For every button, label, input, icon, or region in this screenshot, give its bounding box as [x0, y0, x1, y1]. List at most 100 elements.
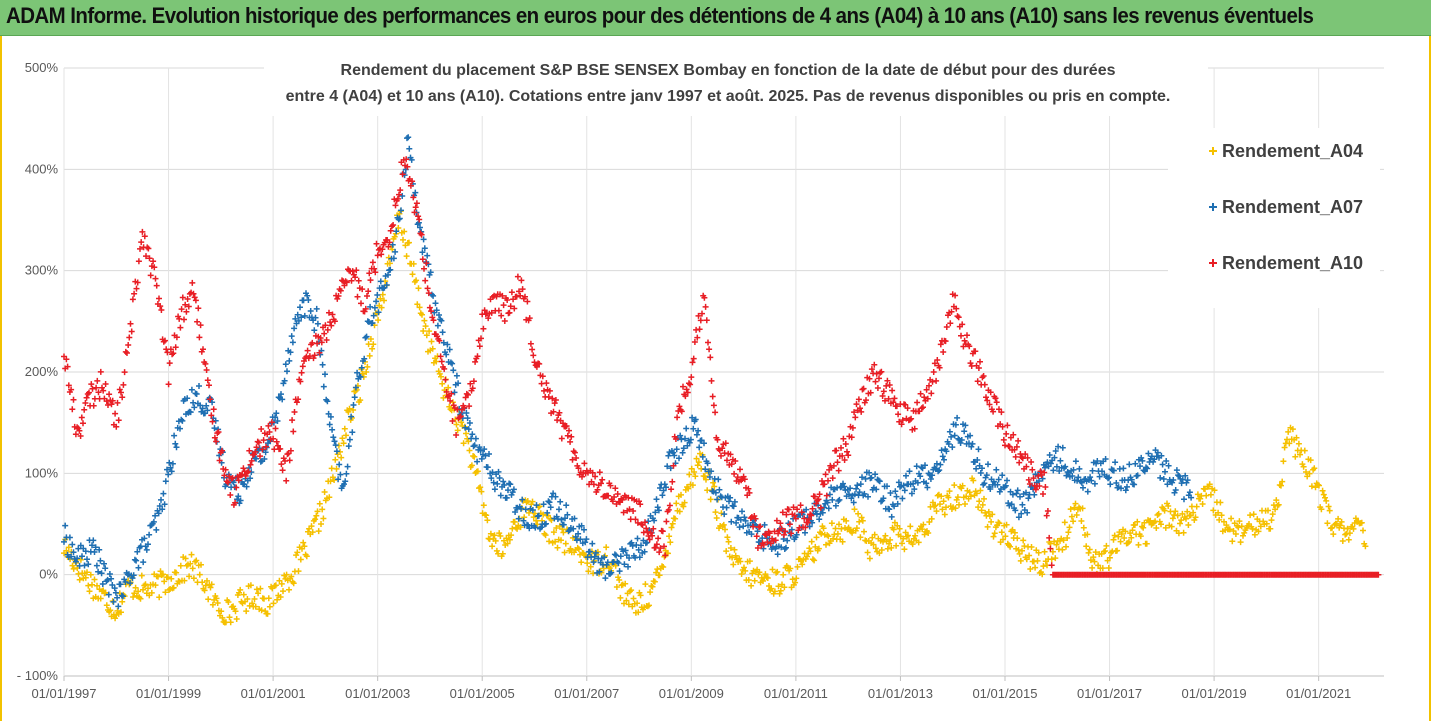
- data-point: [1303, 469, 1309, 475]
- data-point: [199, 579, 206, 586]
- data-point: [222, 466, 229, 473]
- data-point: [291, 325, 298, 332]
- data-point: [399, 171, 406, 178]
- data-point: [329, 426, 336, 433]
- data-point: [1007, 543, 1014, 550]
- data-point: [361, 355, 368, 362]
- data-point: [72, 431, 79, 438]
- x-tick-label: 01/01/2011: [764, 686, 828, 701]
- data-point: [695, 427, 702, 434]
- title-background: [264, 52, 1208, 116]
- data-point: [926, 519, 933, 525]
- data-point: [373, 240, 380, 247]
- data-point: [760, 541, 767, 548]
- data-point: [344, 463, 351, 470]
- data-point: [1293, 434, 1300, 441]
- data-point: [560, 529, 567, 536]
- data-point: [952, 505, 959, 512]
- data-point: [468, 462, 475, 469]
- data-point: [413, 277, 420, 284]
- data-point: [543, 520, 549, 527]
- data-point: [598, 480, 604, 487]
- data-point: [1260, 518, 1267, 525]
- data-point: [634, 600, 641, 607]
- data-point: [129, 296, 136, 303]
- data-point: [196, 383, 202, 389]
- data-point: [1004, 422, 1011, 429]
- x-tick-label: 01/01/2009: [659, 686, 724, 701]
- data-point: [909, 541, 916, 548]
- data-point: [702, 303, 709, 310]
- data-point: [680, 445, 687, 452]
- data-point: [214, 430, 221, 437]
- data-point: [1015, 437, 1022, 444]
- data-point: [635, 546, 642, 553]
- data-point: [168, 575, 175, 582]
- data-point: [908, 415, 915, 422]
- data-point: [567, 438, 574, 445]
- data-point: [1020, 537, 1027, 544]
- data-point: [843, 517, 850, 524]
- data-point: [936, 467, 943, 474]
- data-point: [162, 337, 168, 344]
- data-point: [143, 546, 150, 553]
- data-point: [330, 434, 337, 441]
- data-point: [701, 473, 708, 480]
- data-point: [521, 514, 528, 521]
- data-point: [458, 419, 465, 426]
- data-point: [172, 440, 179, 447]
- data-point: [1042, 464, 1048, 471]
- data-point: [541, 387, 547, 394]
- data-point: [506, 309, 513, 316]
- data-point: [260, 437, 267, 444]
- data-point: [866, 375, 873, 382]
- data-point: [301, 312, 308, 319]
- data-point: [742, 567, 749, 574]
- data-point: [114, 399, 121, 406]
- data-point: [859, 474, 865, 481]
- data-point: [990, 533, 997, 540]
- data-point: [274, 442, 281, 449]
- data-point: [474, 353, 481, 360]
- data-point: [840, 435, 847, 442]
- data-point: [1160, 476, 1167, 482]
- data-point: [74, 555, 81, 562]
- data-point: [803, 506, 810, 513]
- data-point: [726, 498, 732, 505]
- title-banner: ADAM Informe. Evolution historique des p…: [0, 0, 1431, 36]
- data-point: [788, 526, 795, 533]
- data-point: [462, 424, 469, 431]
- data-point: [663, 518, 670, 525]
- data-point: [119, 598, 126, 605]
- data-point: [731, 470, 738, 477]
- data-point: [1238, 523, 1245, 530]
- data-point: [478, 488, 485, 495]
- data-point: [107, 607, 114, 614]
- data-point: [830, 462, 837, 469]
- data-point: [477, 447, 484, 454]
- data-point: [295, 568, 302, 575]
- data-point: [763, 532, 770, 539]
- data-point: [1346, 530, 1353, 537]
- data-point: [1164, 481, 1171, 488]
- data-point: [888, 513, 895, 520]
- data-point: [855, 510, 862, 517]
- data-point: [655, 507, 662, 514]
- data-point: [127, 580, 134, 587]
- data-point: [179, 417, 186, 424]
- data-point: [811, 557, 818, 564]
- data-point: [1040, 563, 1047, 570]
- data-point: [762, 531, 768, 538]
- y-tick-label: 400%: [25, 161, 59, 176]
- data-point: [696, 444, 703, 451]
- data-point: [864, 549, 871, 556]
- data-point: [312, 314, 319, 321]
- data-point: [858, 514, 865, 521]
- data-point: [863, 397, 869, 404]
- data-point: [575, 546, 582, 553]
- data-point: [436, 337, 443, 344]
- data-point: [187, 560, 194, 567]
- data-point: [527, 340, 534, 347]
- data-point: [1362, 543, 1369, 550]
- series-Rendement_A04: [61, 208, 1369, 626]
